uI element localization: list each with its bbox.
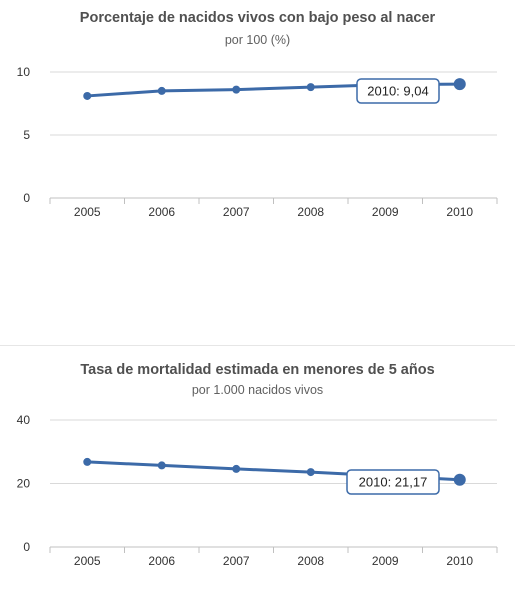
y-tick-label: 40 [17, 413, 31, 427]
chart-title: Tasa de mortalidad estimada en menores d… [80, 362, 435, 378]
data-point [306, 83, 315, 92]
y-tick-label: 10 [17, 65, 31, 79]
tooltip-label: 2010: 9,04 [367, 84, 428, 99]
data-point-highlighted [453, 78, 466, 91]
x-tick-label: 2010 [446, 554, 473, 568]
data-point [306, 468, 315, 477]
x-tick-label: 2008 [297, 205, 324, 219]
chart-title: Porcentaje de nacidos vivos con bajo pes… [79, 10, 436, 26]
y-tick-label: 5 [23, 128, 30, 142]
x-tick-label: 2008 [297, 554, 324, 568]
data-point [232, 464, 241, 473]
data-point [232, 85, 241, 94]
data-point [157, 86, 166, 95]
chart-subtitle: por 100 (%) [224, 33, 291, 47]
y-tick-label: 0 [23, 191, 30, 205]
chart-panel-birth-weight: Porcentaje de nacidos vivos con bajo pes… [0, 0, 515, 240]
x-tick-label: 2007 [223, 205, 250, 219]
data-point [83, 457, 92, 466]
chart-plot-area: 0 20 40 2005 2006 2007 2008 2009 2010 2010: 21,17 [17, 413, 498, 568]
y-tick-label: 0 [23, 540, 30, 554]
tooltip-box [346, 469, 440, 495]
chart-plot-area: 0 5 10 2005 2006 2007 2008 2009 2010 2010: 9,04 [17, 65, 498, 219]
x-tick-label: 2005 [74, 205, 101, 219]
tooltip-box [356, 78, 440, 104]
data-point-highlighted [453, 473, 466, 486]
x-tick-label: 2005 [74, 554, 101, 568]
y-tick-label: 20 [17, 477, 31, 491]
chart-subtitle: por 1.000 nacidos vivos [191, 383, 324, 397]
x-tick-label: 2007 [223, 554, 250, 568]
x-tick-label: 2010 [446, 205, 473, 219]
x-tick-label: 2009 [372, 205, 399, 219]
chart-panel-under5-mortality: Tasa de mortalidad estimada en menores d… [0, 352, 515, 602]
data-point [157, 461, 166, 470]
data-point [83, 91, 92, 100]
section-divider [0, 345, 515, 346]
tooltip-label: 2010: 21,17 [359, 475, 428, 490]
x-tick-label: 2006 [148, 554, 175, 568]
x-tick-label: 2009 [372, 554, 399, 568]
x-tick-label: 2006 [148, 205, 175, 219]
